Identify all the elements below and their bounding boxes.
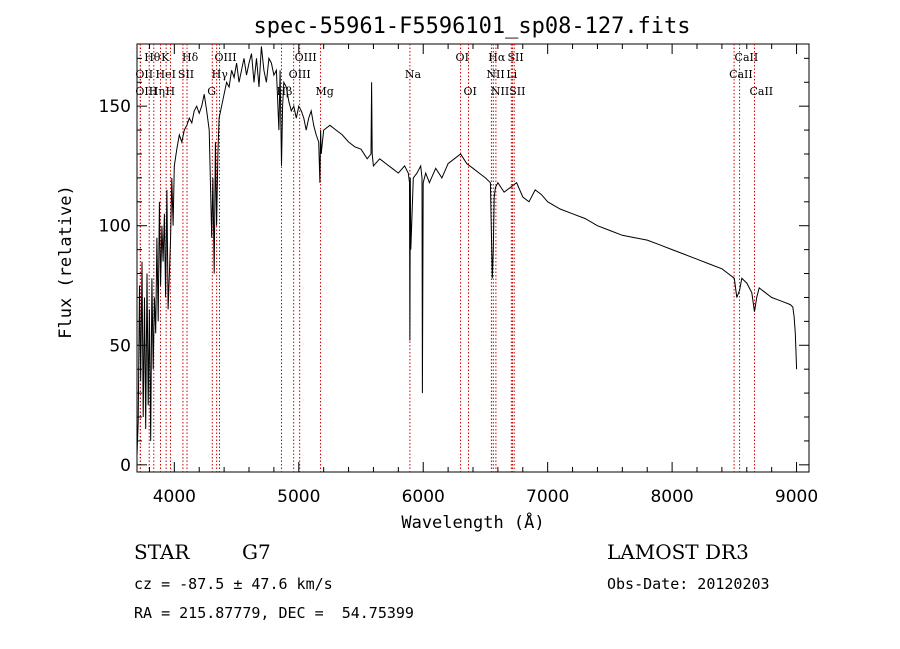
line-label-OIII: OIII <box>215 51 237 64</box>
line-label-OII: OII <box>135 68 153 81</box>
y-axis-label: Flux (relative) <box>56 185 76 339</box>
line-label-SII: SII <box>507 51 523 64</box>
line-label-OIII: OIII <box>289 68 311 81</box>
object-type: STAR <box>134 540 190 564</box>
line-label-H: H <box>165 85 175 98</box>
line-label-NII: NII <box>486 68 504 81</box>
line-label-Hθ: Hθ <box>144 51 161 64</box>
x-tick-label: 9000 <box>775 487 818 507</box>
line-label-Mg: Mg <box>316 85 334 98</box>
survey-name: LAMOST DR3 <box>607 540 749 564</box>
line-label-OI: OI <box>464 85 477 98</box>
line-label-Hγ: Hγ <box>212 68 229 81</box>
axis-ticks: 4000 5000 6000 7000 8000 9000 0 50 100 150 <box>99 44 818 507</box>
y-tick-label: 100 <box>99 217 131 237</box>
x-tick-label: 7000 <box>526 487 569 507</box>
line-label-K: K <box>161 51 170 64</box>
line-label-Hβ: Hβ <box>276 85 292 98</box>
x-tick-label: 8000 <box>650 487 693 507</box>
line-label-HeI: HeI <box>156 68 176 81</box>
y-tick-label: 150 <box>99 97 131 117</box>
line-label-SII: SII <box>509 85 525 98</box>
plot-frame <box>136 43 810 473</box>
line-label-Hδ: Hδ <box>182 51 199 64</box>
x-tick-label: 6000 <box>402 487 445 507</box>
coordinates: RA = 215.87779, DEC = 54.75399 <box>134 604 414 622</box>
y-tick-label: 0 <box>120 456 131 476</box>
line-label-SII: SII <box>178 68 194 81</box>
observation-date: Obs-Date: 20120203 <box>607 575 770 593</box>
line-label-OIII: OIII <box>135 85 157 98</box>
line-label-Hα: Hα <box>488 51 506 64</box>
line-label-G: G <box>207 85 216 98</box>
redshift-velocity: cz = -87.5 ± 47.6 km/s <box>134 575 333 593</box>
line-label-OIII: OIII <box>295 51 317 64</box>
spectrum-line <box>136 46 798 456</box>
line-label-Li: Li <box>506 68 517 81</box>
line-label-CaII: CaII <box>729 68 753 81</box>
line-label-Hη: Hη <box>149 85 165 98</box>
line-label-Na: Na <box>405 68 422 81</box>
x-tick-label: 5000 <box>277 487 320 507</box>
line-label-NII: NII <box>491 85 509 98</box>
x-tick-label: 4000 <box>153 487 196 507</box>
line-label-OI: OI <box>456 51 469 64</box>
line-label-CaII: CaII <box>749 85 773 98</box>
chart-title: spec-55961-F5596101_sp08-127.fits <box>253 14 690 39</box>
x-axis-label: Wavelength (Å) <box>401 511 544 533</box>
spectral-subclass: G7 <box>242 540 271 564</box>
line-label-CaII: CaII <box>735 51 759 64</box>
y-tick-label: 50 <box>109 336 131 356</box>
